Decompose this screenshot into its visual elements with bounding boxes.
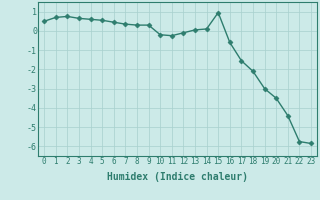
X-axis label: Humidex (Indice chaleur): Humidex (Indice chaleur) (107, 172, 248, 182)
